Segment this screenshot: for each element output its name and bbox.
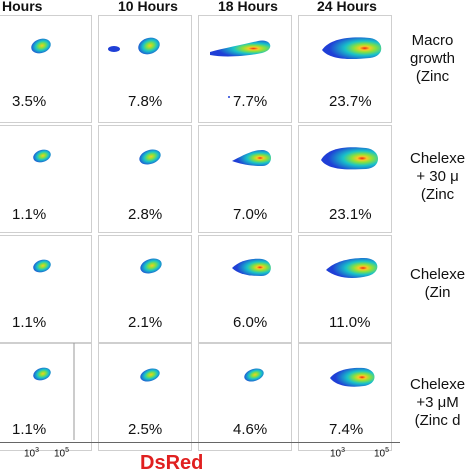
density-dot [228,96,230,98]
density-blob [33,367,51,381]
row-label-2-line-1: Chelexe [410,150,466,167]
row-label-1-line-3: (Zinc [415,68,450,85]
density-blob [244,368,264,382]
row-label-4-line-1: Chelexe [410,376,466,393]
percentage-r3-c2: 2.1% [128,314,163,331]
x-tick-4: 105 [374,447,390,460]
percentage-r4-c3: 4.6% [233,421,268,438]
x-tick-1: 103 [24,447,40,460]
density-blob [322,37,382,60]
row-label-3-line-2: (Zin [424,284,451,301]
percentage-r3-c1: 1.1% [12,314,47,331]
percentage-r1-c2: 7.8% [128,93,163,110]
density-blob [321,147,378,170]
percentage-r1-c3: 7.7% [233,93,268,110]
density-blob [232,150,271,166]
percentage-r4-c2: 2.5% [128,421,163,438]
percentage-r1-c1: 3.5% [12,93,47,110]
density-blob [330,367,375,387]
percentage-r2-c3: 7.0% [233,206,268,223]
row-label-2-line-2: + 30 μ [416,168,459,185]
density-blob [140,368,160,382]
density-blob [31,38,51,54]
row-label-2: Chelexe + 30 μ (Zinc [410,150,465,204]
panel-r4-c3 [198,343,292,451]
x-tick-2: 105 [54,447,70,460]
percentage-r3-c3: 6.0% [233,314,268,331]
percentage-r4-c4: 7.4% [329,421,364,438]
panel-r3-c4 [298,235,392,343]
panel-r4-c2 [98,343,192,451]
density-blob [138,37,160,55]
panel-r4-c1 [0,343,92,451]
x-axis-label: DsRed [140,452,204,474]
row-label-1-line-2: growth [410,50,456,67]
row-label-3-line-1: Chelexe [410,266,466,283]
density-blob [140,258,162,274]
percentage-r1-c4: 23.7% [329,93,372,110]
percentage-r4-c1: 1.1% [12,421,47,438]
x-axis-line [0,442,400,443]
panel-r1-c3 [198,15,292,123]
panel-r2-c1 [0,125,92,233]
row-label-4-line-2: +3 μM [416,394,459,411]
panel-r3-c1 [0,235,92,343]
row-label-3: Chelexe (Zin [410,266,465,302]
column-header-10-hours: 10 Hours [118,0,178,14]
density-blob [232,258,271,276]
panel-r3-c3 [198,235,292,343]
panel-r4-c4 [298,343,392,451]
panel-r1-c4 [298,15,392,123]
column-header-hours: Hours [2,0,43,14]
panel-r1-c2 [98,15,192,123]
panel-r3-c2 [98,235,192,343]
density-blob [326,258,378,278]
panel-r2-c3 [198,125,292,233]
row-label-4: Chelexe +3 μM (Zinc d [410,376,465,430]
percentage-r2-c1: 1.1% [12,206,47,223]
row-label-1-line-1: Macro [411,32,454,49]
column-header-18-hours: 18 Hours [218,0,278,14]
panel-r2-c4 [298,125,392,233]
panel-r2-c2 [98,125,192,233]
density-blob [33,149,51,163]
density-blob [108,46,120,52]
density-blob [139,149,161,165]
percentage-r2-c4: 23.1% [329,206,372,223]
column-header-24-hours: 24 Hours [317,0,377,14]
row-label-1: Macro growth (Zinc [410,32,455,86]
density-blob [33,259,51,273]
x-tick-3: 103 [330,447,346,460]
row-label-4-line-3: (Zinc d [414,412,461,429]
density-blob [210,40,271,57]
percentage-r2-c2: 2.8% [128,206,163,223]
percentage-r3-c4: 11.0% [329,314,371,331]
panel-r1-c1 [0,15,92,123]
row-label-2-line-3: (Zinc [420,186,455,203]
